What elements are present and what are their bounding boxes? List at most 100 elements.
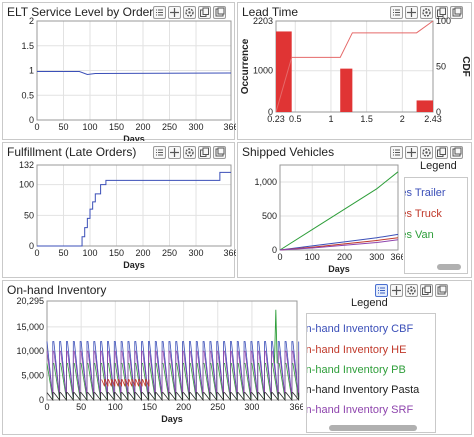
inventory-legend-title: Legend <box>351 297 388 309</box>
legend-toggle-button[interactable] <box>375 284 388 297</box>
legend-item-srf[interactable]: On-hand Inventory SRF <box>306 404 414 416</box>
legend-toggle-button[interactable] <box>153 6 166 19</box>
expand-button[interactable] <box>450 146 463 159</box>
crosshair-button[interactable] <box>168 146 181 159</box>
crosshair-button[interactable] <box>390 284 403 297</box>
fulfillment-title: Fulfillment (Late Orders) <box>7 145 137 159</box>
legend-scrollbar[interactable] <box>437 264 461 270</box>
x-tick-label: 250 <box>162 122 177 132</box>
x-tick-label: 100 <box>305 252 320 262</box>
y-tick-label: 1,000 <box>254 177 277 187</box>
x-axis-label: Days <box>328 264 350 274</box>
x-tick-label: 100 <box>82 248 97 258</box>
lead-time-panel: Lead Time 0.23 0.5 1 1.5 2 2.43 0 1000 2203 0 50 10… <box>237 2 472 140</box>
shipped-vehicles-panel: Shipped Vehicles Legend 0 100 200 300 366 0 50… <box>237 142 472 278</box>
legend-label: On-hand Inventory SRF <box>306 404 414 416</box>
y-tick-label: 2 <box>29 16 34 26</box>
y2-axis-label: CDF <box>460 56 471 77</box>
copy-button[interactable] <box>435 6 448 19</box>
x-tick-label: 200 <box>135 122 150 132</box>
x-axis-label: Days <box>123 260 145 270</box>
legend-item-pasta[interactable]: On-hand Inventory Pasta <box>306 384 420 396</box>
crosshair-button[interactable] <box>405 6 418 19</box>
x-tick-label: 100 <box>108 402 123 412</box>
expand-button[interactable] <box>213 146 226 159</box>
legend-toggle-button[interactable] <box>390 6 403 19</box>
histogram-bar <box>276 31 292 113</box>
legend-label: On-hand Inventory Pasta <box>306 384 420 396</box>
x-tick-label: 366 <box>289 402 303 412</box>
legend-item-he[interactable]: On-hand Inventory HE <box>307 344 406 356</box>
series-line <box>279 237 399 251</box>
x-tick-label: 250 <box>162 248 177 258</box>
y-tick-label: 0 <box>39 395 44 405</box>
y-tick-label: 1000 <box>253 66 273 76</box>
y2-tick-label: 50 <box>436 62 446 72</box>
plot-frame <box>46 300 298 401</box>
series-line <box>101 379 150 387</box>
histogram-bar <box>340 68 353 112</box>
settings-button[interactable] <box>420 6 433 19</box>
expand-button[interactable] <box>450 6 463 19</box>
shipped-vehicles-title: Shipped Vehicles <box>242 145 335 159</box>
copy-button[interactable] <box>198 146 211 159</box>
service-level-chart: 0 50 100 150 200 250 300 366 0 0.5 1 1.5 2 Days <box>21 16 236 141</box>
inventory-toolbar <box>375 284 448 297</box>
series-spike <box>274 309 278 364</box>
expand-button[interactable] <box>435 284 448 297</box>
series-line <box>279 233 399 251</box>
service-level-title: ELT Service Level by Orders <box>7 5 160 19</box>
legend-item-truck[interactable]: Vehicles Truck <box>405 208 442 220</box>
y-tick-label: 0 <box>29 115 34 125</box>
fulfillment-panel: Fulfillment (Late Orders) 0 50 100 150 200 25… <box>2 142 236 278</box>
y-tick-label: 0 <box>29 241 34 251</box>
shipped-vehicles-chart: 0 100 200 300 366 0 500 1,000 Days <box>254 164 403 274</box>
expand-button[interactable] <box>213 6 226 19</box>
x-tick-label: 150 <box>142 402 157 412</box>
copy-button[interactable] <box>198 6 211 19</box>
copy-button[interactable] <box>435 146 448 159</box>
legend-item-trailer[interactable]: Vehicles Trailer <box>405 187 446 199</box>
x-tick-label: 50 <box>58 248 68 258</box>
settings-button[interactable] <box>183 6 196 19</box>
x-tick-label: 150 <box>109 122 124 132</box>
legend-scrollbar[interactable] <box>329 425 417 431</box>
settings-button[interactable] <box>183 146 196 159</box>
y-tick-label: 15,000 <box>16 322 44 332</box>
x-tick-label: 2.43 <box>424 114 442 124</box>
settings-button[interactable] <box>405 284 418 297</box>
legend-item-van[interactable]: Vehicles Van <box>405 229 434 241</box>
y2-tick-label: 100 <box>436 16 451 26</box>
plot-frame <box>275 20 434 113</box>
settings-button[interactable] <box>420 146 433 159</box>
legend-item-pb[interactable]: On-hand Inventory PB <box>307 364 406 376</box>
inventory-panel: On-hand Inventory Legend 0 50 100 150 200 250… <box>2 280 472 435</box>
y-tick-label: 0.5 <box>21 90 34 100</box>
legend-toggle-button[interactable] <box>153 146 166 159</box>
inventory-title: On-hand Inventory <box>7 283 107 297</box>
shipped-vehicles-toolbar <box>390 146 463 159</box>
legend-item-cbf[interactable]: On-hand Inventory CBF <box>306 323 414 335</box>
series-line <box>279 171 399 251</box>
x-tick-label: 0 <box>277 252 282 262</box>
series-line <box>37 171 231 247</box>
series-line <box>37 70 232 75</box>
x-axis-label: Days <box>161 414 183 424</box>
shipped-legend: Vehicles Trailer Vehicles Truck Vehicles… <box>404 177 468 274</box>
legend-toggle-button[interactable] <box>390 146 403 159</box>
crosshair-button[interactable] <box>405 146 418 159</box>
inventory-chart: 0 50 100 150 200 250 300 366 0 5,000 10,000 15,000 2… <box>16 296 303 424</box>
cdf-line <box>275 20 434 113</box>
copy-button[interactable] <box>420 284 433 297</box>
legend-label: On-hand Inventory CBF <box>306 323 414 335</box>
x-tick-label: 50 <box>76 402 86 412</box>
crosshair-button[interactable] <box>168 6 181 19</box>
y-tick-label: 5,000 <box>21 371 44 381</box>
x-tick-label: 1.5 <box>360 114 373 124</box>
y-tick-label: 132 <box>19 160 34 170</box>
x-tick-label: 300 <box>189 248 204 258</box>
x-tick-label: 300 <box>369 252 384 262</box>
x-tick-label: 1 <box>328 114 333 124</box>
x-tick-label: 300 <box>244 402 259 412</box>
inventory-legend: On-hand Inventory CBF On-hand Inventory … <box>306 313 436 433</box>
